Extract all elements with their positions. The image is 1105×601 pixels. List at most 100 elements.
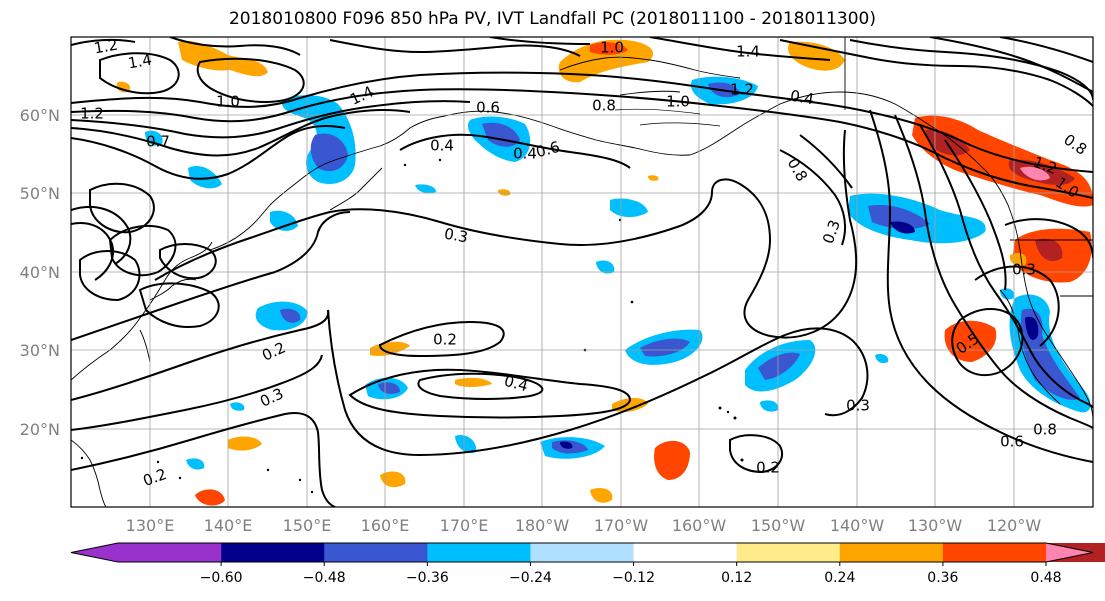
lon-label: 150°W <box>751 516 806 535</box>
contour-label: 0.3 <box>846 397 870 415</box>
shade-patch <box>560 441 573 449</box>
shade-patch <box>310 133 348 172</box>
shade-patch <box>640 338 690 357</box>
shade-patch <box>590 488 613 503</box>
lat-label: 50°N <box>20 184 60 203</box>
colorbar-tick-label: −0.12 <box>612 570 655 586</box>
lat-label: 30°N <box>20 341 60 360</box>
colorbar-segment <box>839 543 944 562</box>
contour-label: 0.6 <box>476 99 500 117</box>
contour-label: 0.4 <box>513 145 537 163</box>
lon-label: 170°E <box>440 516 489 535</box>
colorbar-extend-max <box>1046 543 1093 562</box>
contour-label: 1.4 <box>127 51 154 73</box>
lon-label: 130°W <box>908 516 963 535</box>
contour-label: 0.6 <box>534 138 562 162</box>
shade-patch <box>648 175 659 181</box>
shade-patch <box>875 353 889 364</box>
colorbar-tick-label: −0.36 <box>406 570 449 586</box>
lon-label: 180°W <box>515 516 570 535</box>
shade-patch <box>415 184 436 194</box>
gridlines <box>71 37 1093 507</box>
colorbar-tick-label: 0.24 <box>824 570 855 586</box>
lat-label: 60°N <box>20 106 60 125</box>
contour-label: 0.8 <box>592 97 616 115</box>
shade-patch <box>558 39 654 83</box>
contour-label: 0.4 <box>430 137 454 155</box>
contour-label: 1.0 <box>216 93 240 111</box>
lon-labels: 130°E 140°E 150°E 160°E 170°E 180°W 170°W 160°W… <box>126 516 1042 535</box>
lat-labels: 60°N 50°N 40°N 30°N 20°N <box>20 106 60 439</box>
contour-label: 0.8 <box>1033 421 1057 439</box>
map-frame <box>70 36 1094 508</box>
colorbar-tick-label: −0.24 <box>509 570 552 586</box>
shade-patch <box>1025 316 1039 340</box>
contour-label: 0.3 <box>443 225 470 247</box>
contour-label: 0.2 <box>433 331 457 349</box>
shade-patch <box>944 320 997 362</box>
figure-title: 2018010800 F096 850 hPa PV, IVT Landfall… <box>228 9 876 29</box>
contour-label: 1.4 <box>736 43 760 61</box>
contour-label: 0.6 <box>1000 433 1024 451</box>
shade-patch <box>1020 166 1050 181</box>
colorbar-extend-min <box>71 543 118 562</box>
shade-patch <box>186 458 205 470</box>
lon-label: 160°W <box>672 516 727 535</box>
pv-contours <box>71 37 1093 507</box>
map-area <box>71 37 1093 507</box>
colorbar-tick-label: −0.60 <box>200 570 243 586</box>
shade-patch <box>654 440 690 480</box>
contour-label: 0.3 <box>1012 261 1036 279</box>
shade-patch <box>280 308 301 323</box>
colorbar-segment <box>736 543 841 562</box>
lon-label: 140°E <box>204 516 253 535</box>
shade-patch <box>380 471 406 488</box>
shade-patch <box>228 436 262 451</box>
colorbar-segment <box>324 543 428 562</box>
shade-patch <box>590 42 628 55</box>
shade-patch <box>758 352 800 380</box>
contour-label: 0.4 <box>789 87 816 109</box>
lat-label: 40°N <box>20 263 60 282</box>
contour-label: 0.4 <box>502 372 530 396</box>
shade-patch <box>788 41 845 71</box>
colorbar-tick-label: 0.36 <box>927 570 958 586</box>
fine-lines <box>614 108 721 127</box>
contour-label: 1.2 <box>80 105 104 123</box>
contour-label: 1.0 <box>600 39 624 57</box>
colorbar-segment <box>221 543 325 562</box>
shade-patch <box>188 165 222 189</box>
shade-patch <box>378 382 400 394</box>
lon-label: 120°W <box>987 516 1042 535</box>
shade-patch <box>1000 288 1015 300</box>
lon-label: 130°E <box>126 516 175 535</box>
colorbar-segment <box>530 543 635 562</box>
lon-label: 170°W <box>594 516 649 535</box>
islands <box>80 158 744 494</box>
shade-patch <box>455 434 477 454</box>
contour-label: 1.0 <box>666 93 690 111</box>
shade-patch <box>195 489 225 506</box>
colorbar-segment <box>427 543 531 562</box>
contour-label: 1.2 <box>93 36 120 58</box>
coastlines <box>71 37 1093 507</box>
shade-patch <box>498 189 511 196</box>
colorbar-segment <box>633 543 738 562</box>
shade-patch <box>270 210 298 231</box>
lon-label: 140°W <box>830 516 885 535</box>
colorbar-outline <box>70 542 1094 563</box>
colorbar-segment <box>118 543 222 562</box>
shade-patch <box>255 301 308 331</box>
shade-patch <box>610 198 648 218</box>
shade-patch <box>868 204 930 230</box>
contour-label: 0.2 <box>756 459 780 477</box>
colorbar-tick-label: −0.48 <box>303 570 346 586</box>
contour-label: 1.2 <box>730 81 754 99</box>
shade-patch <box>230 402 245 411</box>
lon-label: 160°E <box>361 516 410 535</box>
shade-patch <box>760 400 779 412</box>
contour-label: 0.7 <box>146 133 170 151</box>
colorbar-tick-label: 0.48 <box>1030 570 1061 586</box>
shade-patch <box>1035 238 1063 262</box>
